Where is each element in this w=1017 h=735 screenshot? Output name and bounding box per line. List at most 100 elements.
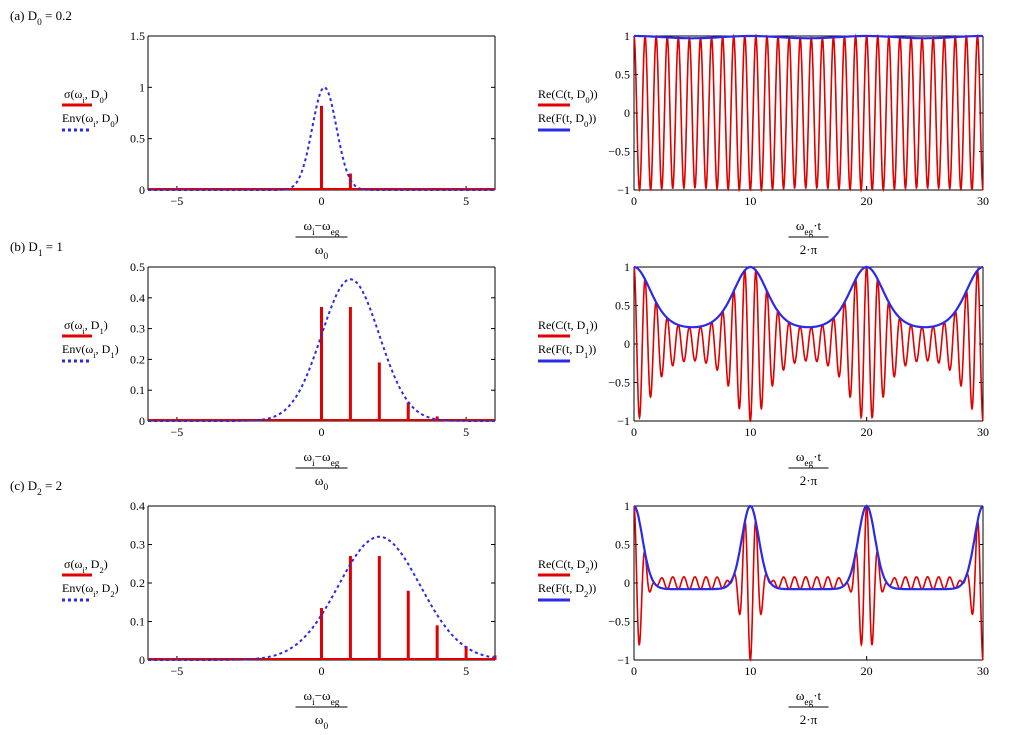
legend-env-label-part: )	[115, 581, 119, 595]
legend-F-label-part: Re(F(t, D	[538, 581, 584, 595]
y-tick-label: −0.5	[608, 615, 630, 629]
row-label-a: (a) D0 = 0.2	[10, 8, 72, 28]
x-axis-label-denominator-part: ω	[315, 712, 324, 727]
x-tick-label: 10	[744, 425, 756, 439]
row-label-c-part: = 2	[42, 478, 62, 493]
x-axis-label-numerator-part: eg	[331, 698, 340, 708]
legend-env-label-part: , D	[96, 581, 111, 595]
y-tick-label: 0	[139, 414, 145, 428]
legend-sigma-label-part: i	[82, 565, 85, 575]
legend-sigma-label-part: )	[104, 557, 108, 571]
y-tick-label: 0.4	[130, 291, 145, 305]
x-axis-label-denominator-part: 0	[323, 722, 328, 732]
legend-C-label-part: Re(C(t, D	[538, 557, 586, 571]
C-line	[633, 504, 984, 662]
legend-C-label: Re(C(t, D0))	[538, 87, 598, 105]
legend-F-label: Re(F(t, D2))	[538, 581, 596, 599]
legend-C-label: Re(C(t, D1))	[538, 318, 598, 336]
y-tick-label: 0.1	[130, 615, 145, 629]
legend-sigma-label-part: 1	[99, 326, 103, 336]
x-axis-label-numerator-part: ·t	[813, 449, 821, 464]
legend-C-label-part: 2	[585, 565, 589, 575]
legend-env-label-part: , D	[96, 111, 111, 125]
legend-C-label-part: Re(C(t, D	[538, 318, 586, 332]
x-axis-label-numerator-part: ω	[796, 688, 805, 703]
y-tick-label: 0.5	[615, 538, 630, 552]
legend-C-label-part: Re(C(t, D	[538, 87, 586, 101]
legend-sigma-label-part: )	[104, 87, 108, 101]
legend-env-label-part: Env(ω	[62, 111, 93, 125]
y-tick-label: 0.3	[130, 322, 145, 336]
x-tick-label: 5	[463, 425, 469, 439]
x-tick-label: 0	[319, 425, 325, 439]
x-tick-label: 0	[631, 194, 637, 208]
legend-F-label-part: Re(F(t, D	[538, 111, 584, 125]
x-tick-label: 10	[744, 664, 756, 678]
y-tick-label: 0.5	[130, 260, 145, 274]
row-label-a-part: (a)	[10, 8, 28, 23]
x-tick-label: 0	[631, 425, 637, 439]
legend-env-label-part: i	[93, 589, 96, 599]
legend-sigma-label-part: 2	[99, 565, 103, 575]
y-tick-label: −0.5	[608, 376, 630, 390]
x-tick-label: 0	[319, 664, 325, 678]
x-tick-label: 0	[319, 194, 325, 208]
x-axis-label-denominator: 2·π	[800, 712, 818, 727]
x-tick-label: 0	[631, 664, 637, 678]
x-axis-label-numerator: ωeg·t	[796, 688, 822, 708]
y-tick-label: 1	[624, 260, 630, 274]
x-axis-label-numerator: ωi−ωeg	[304, 449, 340, 469]
legend-sigma-label-part: 0	[99, 95, 103, 105]
x-axis-label-numerator: ωi−ωeg	[304, 218, 340, 238]
x-axis-label-denominator: 2·π	[800, 242, 818, 257]
y-tick-label: 0.2	[130, 576, 145, 590]
legend-F-label: Re(F(t, D0))	[538, 111, 596, 129]
legend-F-label-part: 2	[584, 589, 588, 599]
legend-sigma-label-part: i	[82, 95, 85, 105]
y-tick-label: 0	[624, 576, 630, 590]
legend-sigma-label-part: , D	[85, 557, 100, 571]
x-axis-label-numerator-part: −ω	[315, 218, 331, 233]
x-tick-label: 20	[861, 425, 873, 439]
row-label-c-part: 2	[37, 488, 42, 498]
row-label-b-part: (b)	[10, 239, 28, 254]
F-line	[633, 504, 984, 591]
y-tick-label: −1	[617, 414, 630, 428]
legend-C-label: Re(C(t, D2))	[538, 557, 598, 575]
x-axis-label-numerator-part: ·t	[813, 218, 821, 233]
x-axis-label-numerator-part: eg	[804, 698, 813, 708]
legend-F-label-part: 0	[584, 119, 588, 129]
legend-env-label-part: 2	[110, 589, 114, 599]
row-label-a-part: 0	[37, 18, 42, 28]
x-tick-label: 10	[744, 194, 756, 208]
x-axis-label-numerator: ωi−ωeg	[304, 688, 340, 708]
x-tick-label: 20	[861, 194, 873, 208]
legend-env-label-part: i	[93, 119, 96, 129]
legend-env-label-part: 1	[110, 350, 114, 360]
y-tick-label: 0.5	[615, 68, 630, 82]
envelope-line	[148, 86, 495, 191]
legend-sigma-label-part: σ(ω	[64, 557, 82, 571]
legend-C-label-part: ))	[590, 318, 598, 332]
x-axis-label-denominator: ω0	[315, 242, 329, 262]
row-label-a-part: D	[28, 8, 37, 23]
legend-env-label-part: i	[93, 350, 96, 360]
y-tick-label: 0	[139, 183, 145, 197]
legend-F-label: Re(F(t, D1))	[538, 342, 596, 360]
legend-env-label-part: Env(ω	[62, 581, 93, 595]
legend-sigma-label-part: σ(ω	[64, 318, 82, 332]
row-label-c-part: D	[28, 478, 37, 493]
y-tick-label: 1	[139, 80, 145, 94]
legend-F-label-part: Re(F(t, D	[538, 342, 584, 356]
row-label-b-part: 1	[38, 249, 43, 259]
envelope-line	[148, 535, 496, 661]
spectrum-panel-c: 00.10.20.30.4−5 0 5σ(ωi, D2)Env(ωi, D2)ωi−…	[62, 499, 497, 732]
x-tick-label: −5	[171, 664, 184, 678]
x-axis-label-numerator-part: −ω	[315, 688, 331, 703]
x-axis-label-numerator-part: i	[312, 228, 315, 238]
y-tick-label: 0.2	[130, 352, 145, 366]
